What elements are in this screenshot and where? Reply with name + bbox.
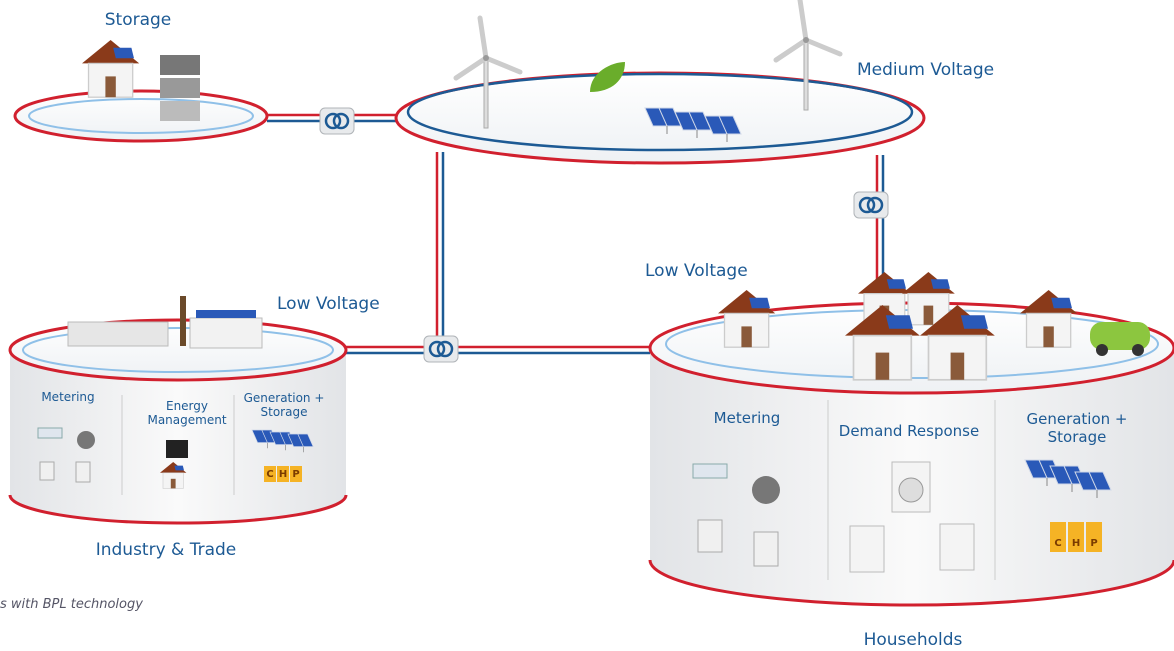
- industry-title: Industry & Trade: [76, 540, 256, 560]
- storage-rack: [160, 55, 200, 121]
- section-label: Demand Response: [834, 422, 984, 440]
- chp-letter: C: [266, 469, 273, 480]
- low-voltage-label: Low Voltage: [277, 294, 417, 314]
- section-label: Generation + Storage: [240, 391, 328, 420]
- low-voltage-label: Low Voltage: [645, 261, 785, 281]
- chp-letter: P: [292, 469, 299, 480]
- chp-letter: P: [1090, 538, 1097, 549]
- chp-letter: H: [1072, 538, 1080, 549]
- chp-icon: C H P: [264, 466, 302, 482]
- section-label: Metering: [18, 390, 118, 404]
- chp-letter: H: [279, 469, 287, 480]
- chp-letter: C: [1054, 538, 1061, 549]
- medium-voltage-label: Medium Voltage: [857, 60, 1017, 80]
- section-label: Generation + Storage: [1022, 410, 1132, 446]
- households-title: Households: [833, 630, 993, 650]
- diagram: C H P C H P Storage Medium Voltage Low V…: [0, 0, 1174, 651]
- factory: [68, 296, 262, 348]
- section-label: Metering: [697, 409, 797, 427]
- caption: s with BPL technology: [0, 597, 240, 613]
- chp-icon: C H P: [1050, 522, 1102, 552]
- section-label: Energy Management: [142, 399, 232, 428]
- storage-label: Storage: [88, 10, 188, 30]
